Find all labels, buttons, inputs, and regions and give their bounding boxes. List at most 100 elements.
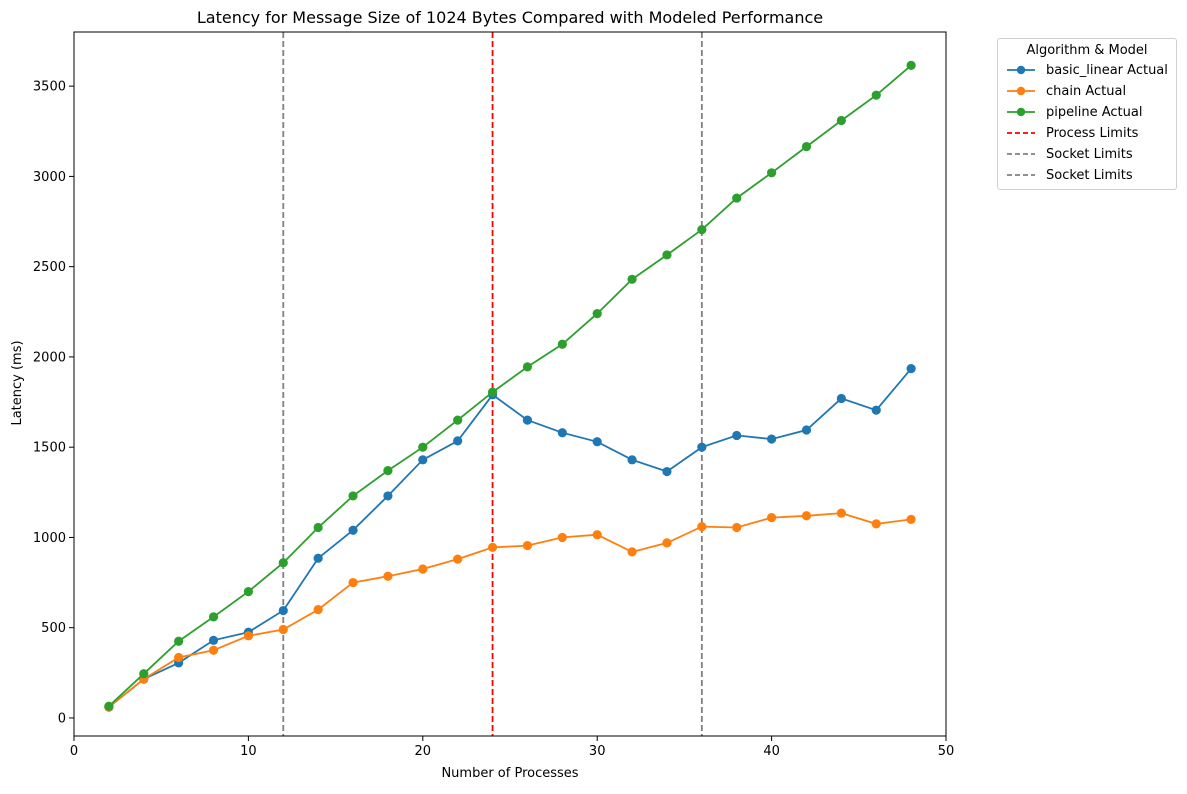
data-point-2-15 [627, 274, 637, 284]
data-point-1-18 [732, 522, 742, 533]
legend-item-0: basic_linear Actual [1006, 61, 1168, 79]
data-point-1-5 [278, 624, 288, 635]
legend-label-3: Process Limits [1046, 125, 1139, 141]
legend-swatch-2 [1007, 107, 1035, 117]
data-point-0-6 [313, 553, 323, 563]
data-point-2-23 [906, 60, 916, 70]
data-point-1-17 [697, 522, 707, 532]
data-point-2-22 [871, 90, 881, 100]
data-point-2-13 [557, 339, 567, 349]
data-point-1-2 [174, 652, 184, 663]
legend-label-4: Socket Limits [1046, 146, 1133, 162]
y-tick-label-0: 0 [58, 711, 66, 726]
data-point-0-12 [522, 415, 533, 425]
legend-title: Algorithm & Model [1026, 43, 1148, 58]
legend-item-3: Process Limits [1006, 124, 1138, 142]
data-point-2-21 [836, 115, 846, 126]
data-point-2-8 [383, 466, 393, 476]
data-point-0-16 [662, 466, 672, 477]
x-tick-label-5: 50 [938, 744, 955, 759]
data-point-2-2 [174, 636, 184, 646]
data-point-0-19 [767, 434, 777, 444]
legend-label-1: chain Actual [1046, 83, 1127, 99]
data-point-1-13 [557, 532, 567, 543]
legend-swatch-0 [1007, 65, 1035, 75]
data-point-0-5 [278, 605, 288, 616]
legend-item-2: pipeline Actual [1006, 103, 1142, 121]
data-point-0-7 [348, 525, 358, 535]
data-point-2-17 [697, 225, 707, 235]
data-point-1-20 [801, 511, 812, 521]
data-point-1-4 [243, 631, 253, 641]
data-point-2-0 [104, 701, 114, 711]
data-point-0-14 [592, 437, 602, 447]
data-point-0-15 [627, 455, 637, 465]
data-point-1-10 [453, 554, 463, 564]
x-tick-label-2: 20 [415, 744, 432, 759]
data-point-1-14 [592, 530, 602, 540]
legend-item-1: chain Actual [1006, 82, 1126, 100]
series-line-0 [108, 368, 912, 708]
legend-swatch-4 [1007, 153, 1035, 155]
data-point-0-22 [871, 405, 881, 415]
data-point-2-14 [592, 309, 602, 319]
series-line-1 [108, 512, 912, 708]
legend-label-2: pipeline Actual [1046, 104, 1143, 120]
data-point-0-23 [906, 364, 916, 374]
y-tick-label-3: 1500 [33, 441, 66, 456]
data-point-1-7 [348, 577, 358, 588]
data-point-2-5 [278, 558, 288, 568]
data-point-2-20 [801, 142, 812, 152]
data-point-1-15 [627, 547, 637, 557]
legend: Algorithm & Model basic_linear Actual cha… [997, 38, 1177, 190]
y-tick-label-4: 2000 [33, 350, 66, 365]
data-point-0-13 [557, 428, 567, 438]
data-point-2-16 [662, 250, 672, 260]
legend-swatch-3 [1007, 132, 1035, 134]
data-point-1-19 [767, 512, 777, 523]
series-line-2 [108, 64, 912, 707]
x-tick-label-0: 0 [70, 744, 78, 759]
data-point-2-7 [348, 491, 358, 501]
data-point-1-16 [662, 538, 672, 548]
data-point-1-23 [906, 514, 916, 524]
data-point-0-21 [836, 393, 846, 404]
legend-item-5: Socket Limits [1006, 166, 1133, 184]
y-tick-label-7: 3500 [33, 80, 66, 95]
legend-label-0: basic_linear Actual [1046, 62, 1168, 78]
data-point-1-8 [383, 571, 393, 581]
data-point-2-4 [243, 586, 253, 597]
data-point-1-3 [208, 645, 219, 655]
data-point-0-9 [418, 455, 428, 465]
data-point-2-18 [732, 193, 742, 203]
data-point-0-20 [801, 425, 812, 435]
y-axis-label: Latency (ms) [10, 340, 25, 425]
data-point-0-10 [453, 436, 463, 446]
data-point-2-10 [453, 415, 463, 425]
x-axis-label: Number of Processes [441, 766, 578, 781]
plot-frame [73, 31, 947, 737]
legend-swatch-5 [1007, 174, 1035, 176]
data-point-1-21 [836, 508, 846, 518]
x-tick-label-1: 10 [240, 744, 257, 759]
data-point-2-12 [522, 362, 533, 372]
data-point-2-9 [418, 442, 428, 452]
data-point-2-3 [208, 612, 219, 622]
data-point-2-19 [767, 168, 777, 178]
legend-item-4: Socket Limits [1006, 145, 1133, 163]
data-point-1-6 [313, 605, 323, 615]
data-point-2-6 [313, 522, 323, 533]
data-point-2-11 [487, 387, 498, 397]
data-point-0-3 [208, 635, 219, 645]
data-point-1-9 [418, 564, 428, 574]
y-tick-label-5: 2500 [33, 260, 66, 275]
y-tick-label-2: 1000 [33, 531, 66, 546]
data-point-1-11 [487, 542, 498, 552]
y-tick-label-6: 3000 [33, 170, 66, 185]
chart-title: Latency for Message Size of 1024 Bytes C… [197, 8, 823, 27]
x-tick-label-4: 40 [763, 744, 780, 759]
x-tick-label-3: 30 [589, 744, 606, 759]
data-point-1-22 [871, 519, 881, 529]
data-point-2-1 [139, 669, 149, 679]
